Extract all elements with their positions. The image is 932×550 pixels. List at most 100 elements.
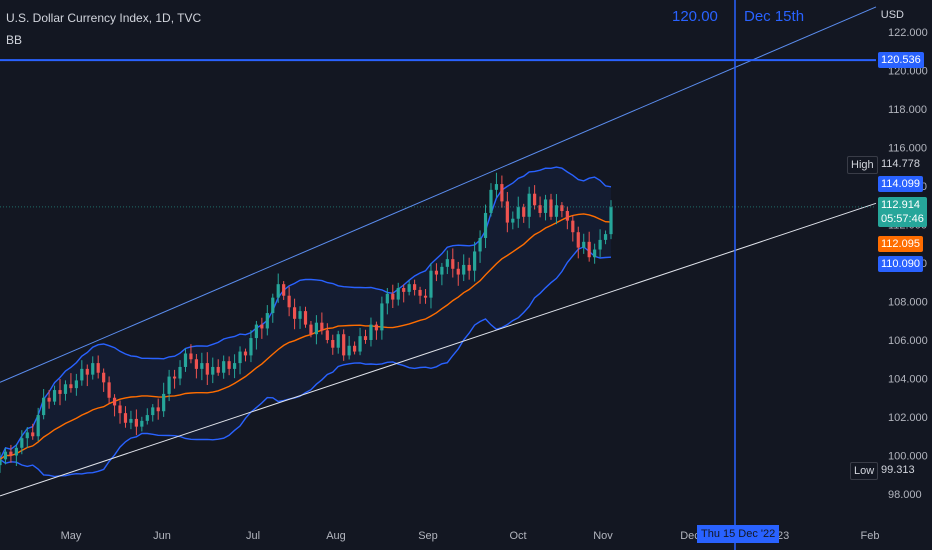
candle-body — [478, 237, 482, 252]
candle-body — [96, 363, 100, 373]
candle-body — [238, 351, 242, 364]
candle-body — [31, 432, 35, 437]
low-value: 99.313 — [878, 462, 918, 478]
candle-body — [189, 353, 193, 360]
candle-body — [565, 211, 569, 221]
candle-body — [58, 390, 62, 394]
candle-body — [429, 270, 433, 298]
candle-body — [227, 361, 231, 369]
candle-body — [287, 295, 291, 308]
bb-basis-line — [0, 213, 612, 460]
high-value: 114.778 — [878, 156, 923, 172]
candle-body — [527, 193, 531, 217]
price-tick-label: 108.000 — [888, 297, 928, 309]
time-tick-label: May — [61, 530, 82, 542]
candle-body — [134, 418, 138, 427]
candle-body — [52, 390, 57, 402]
support-trend-line — [0, 202, 877, 497]
candle-body — [282, 284, 286, 296]
candle-body — [522, 207, 526, 217]
indicator-label[interactable]: BB — [6, 33, 23, 47]
candle-body — [216, 366, 220, 373]
candle-body — [434, 270, 439, 275]
candle-body — [129, 418, 133, 423]
time-tick-label: Aug — [326, 530, 346, 542]
trend-lines[interactable] — [0, 0, 877, 550]
candle-body — [178, 366, 182, 379]
candle-body — [582, 241, 586, 248]
candle-body — [423, 295, 428, 298]
time-tick-label: Oct — [509, 530, 526, 542]
candle-body — [587, 241, 591, 258]
candle-body — [276, 284, 280, 298]
candle-body — [91, 363, 95, 375]
candle-body — [462, 264, 466, 275]
candle-body — [336, 334, 340, 348]
candle-body — [145, 415, 149, 421]
candle-body — [140, 420, 144, 427]
candle-body — [489, 189, 493, 213]
candle-body — [593, 249, 597, 258]
last-price-tag: 112.914 05:57:46 — [878, 197, 927, 227]
candle-body — [265, 313, 269, 329]
candle-body — [342, 334, 346, 356]
price-annotation[interactable]: 120.00 — [672, 8, 718, 25]
date-annotation[interactable]: Dec 15th — [744, 8, 805, 25]
time-tick-label: Jun — [153, 530, 171, 542]
time-tick-label: Sep — [418, 530, 438, 542]
candle-body — [63, 384, 68, 394]
candle-body — [369, 324, 373, 340]
candle-body — [483, 212, 488, 238]
bb-upper-line — [0, 166, 612, 460]
candle-body — [243, 351, 248, 356]
candle-body — [456, 268, 460, 275]
candle-body — [260, 324, 264, 329]
crosshair-price-tag: 120.536 — [878, 52, 924, 68]
candle-body — [511, 218, 515, 223]
candle-body — [85, 368, 89, 375]
candle-body — [500, 184, 504, 202]
currency-label: USD — [880, 9, 904, 21]
candle-body — [211, 366, 215, 375]
candle-body — [3, 451, 8, 460]
candle-body — [183, 353, 188, 367]
candle-body — [167, 376, 171, 394]
price-tick-label: 122.000 — [888, 27, 928, 39]
candle-body — [538, 205, 542, 213]
candle-body — [543, 199, 548, 213]
candle-body — [14, 447, 18, 456]
time-tick-label: Nov — [593, 530, 613, 542]
bb-lower-line — [0, 246, 612, 478]
candle-body — [325, 330, 329, 340]
candle-body — [363, 336, 368, 340]
candle-body — [516, 207, 520, 219]
candle-body — [9, 451, 13, 456]
candle-body — [74, 380, 78, 389]
crosshair-date-tag: Thu 15 Dec '22 — [697, 525, 780, 543]
candle-body — [374, 324, 379, 331]
candle-body — [451, 259, 455, 269]
candle-body — [200, 363, 204, 369]
candle-body — [467, 264, 471, 271]
candle-body — [385, 293, 389, 304]
countdown-value: 05:57:46 — [881, 213, 924, 225]
price-tick-label: 106.000 — [888, 335, 928, 347]
candle-body — [36, 415, 40, 437]
candle-body — [156, 407, 160, 412]
candle-body — [222, 361, 226, 373]
candle-body — [347, 345, 351, 356]
candle-body — [298, 311, 302, 319]
candle-body — [314, 322, 319, 335]
candle-body — [151, 407, 155, 416]
price-tick-label: 104.000 — [888, 374, 928, 386]
candle-body — [413, 284, 417, 290]
candle-body — [445, 259, 449, 267]
candle-body — [473, 251, 477, 271]
candle-body — [194, 359, 198, 369]
time-tick-label: Jul — [246, 530, 260, 542]
candle-body — [0, 459, 2, 466]
candle-body — [609, 207, 613, 235]
price-tick-label: 116.000 — [888, 143, 927, 155]
time-tick-label: Feb — [861, 530, 880, 542]
